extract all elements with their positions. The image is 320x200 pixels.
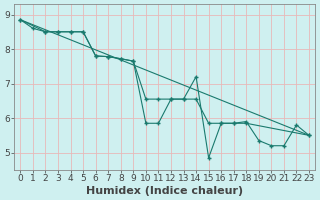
X-axis label: Humidex (Indice chaleur): Humidex (Indice chaleur) — [86, 186, 243, 196]
